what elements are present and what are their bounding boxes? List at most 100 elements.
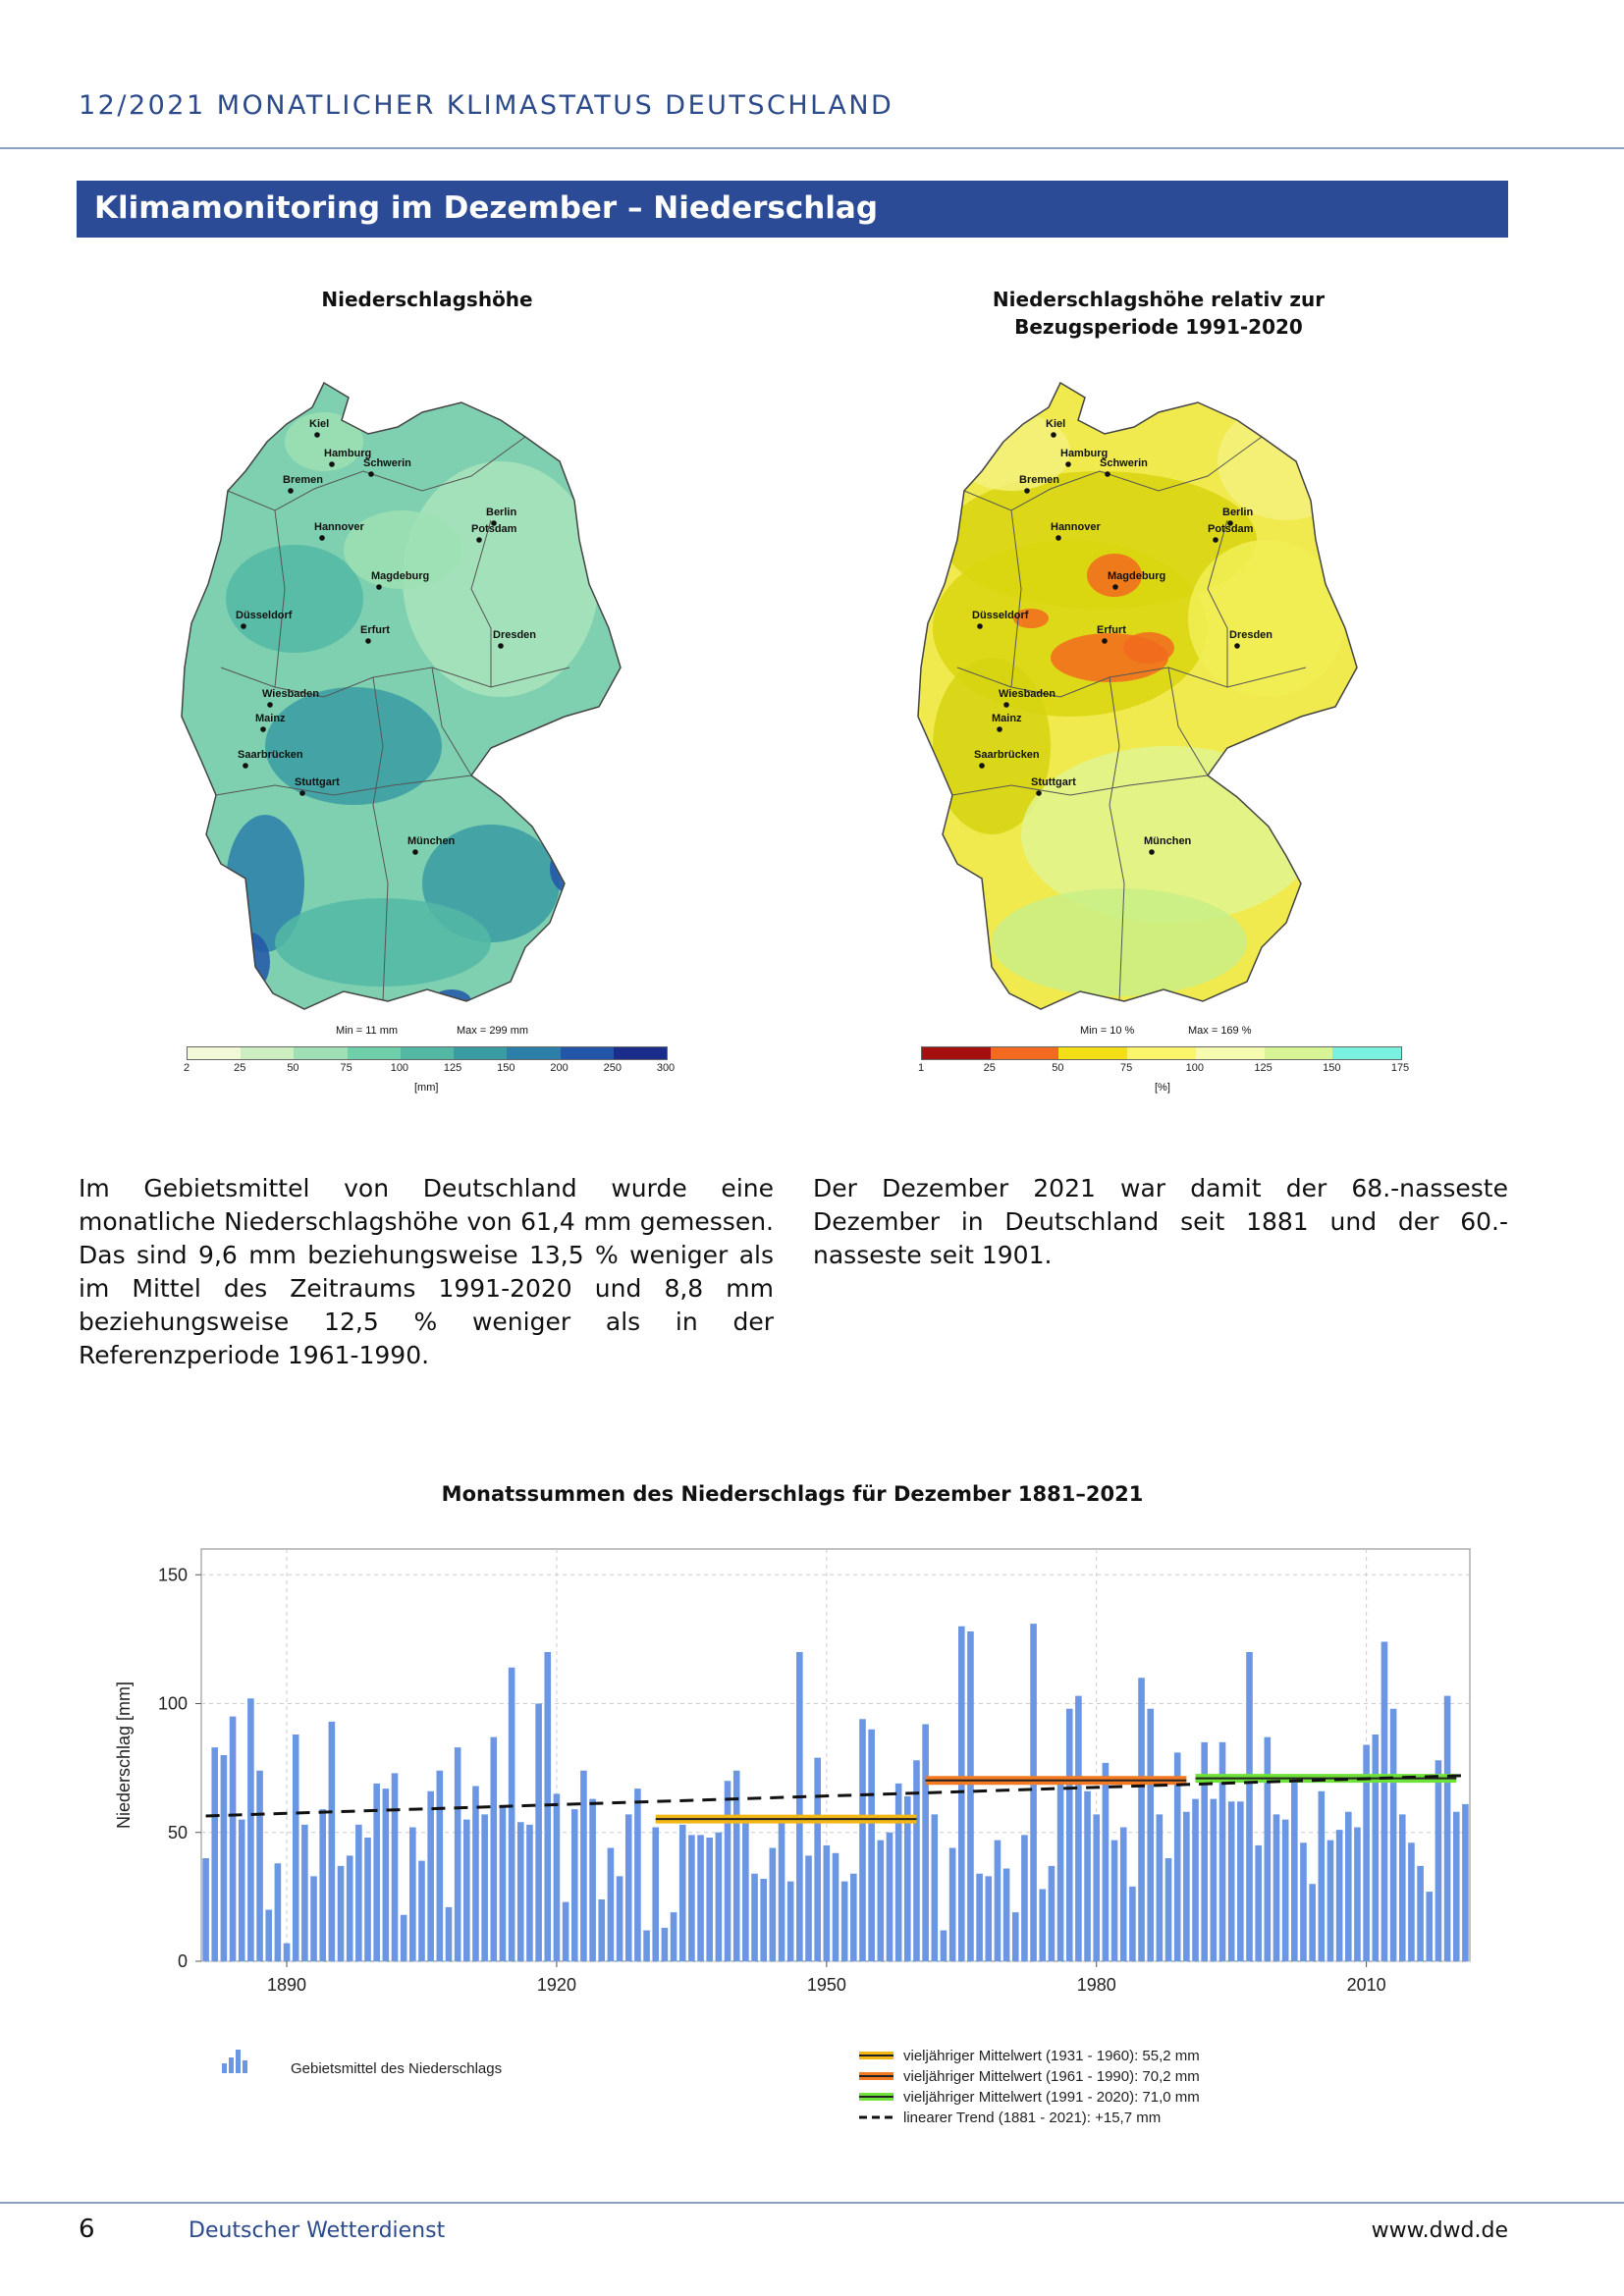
mapl-state-border (215, 774, 472, 796)
bar-1941 (742, 1822, 749, 1961)
mapl-state-border (470, 519, 492, 687)
mapl-city-label: Düsseldorf (236, 610, 293, 621)
map-left-unit: [mm] (414, 1082, 439, 1094)
bar-1978 (1075, 1695, 1082, 1961)
mapl-city-dot (329, 461, 335, 467)
bar-1914 (499, 1806, 507, 1961)
mapr-city-dot (1227, 520, 1233, 526)
bar-1985 (1138, 1678, 1145, 1961)
bar-1973 (1030, 1624, 1037, 1961)
mapr-city-dot (1105, 471, 1110, 477)
map-right-min: Min = 10 % (1080, 1025, 1135, 1037)
colorbar-segment (294, 1047, 348, 1059)
bar-1997 (1246, 1652, 1253, 1961)
chart-title: Monatssummen des Niederschlags für Dezem… (441, 1482, 1144, 1506)
footer-rule (0, 2202, 1624, 2204)
document-header: 12/2021 MONATLICHER KLIMASTATUS DEUTSCHL… (79, 90, 894, 121)
bar-2019 (1443, 1695, 1451, 1961)
mapr-color-region (1013, 609, 1049, 628)
bar-2016 (1417, 1865, 1424, 1961)
mapl-city-label: Berlin (486, 507, 516, 518)
mapr-city-dot (1112, 584, 1118, 590)
bar-1903 (400, 1914, 407, 1961)
bar-1993 (1210, 1798, 1218, 1961)
bar-1885 (238, 1819, 245, 1961)
mapr-city-label: Erfurt (1097, 624, 1126, 636)
mapr-city-dot (1056, 535, 1061, 541)
mapl-city-dot (498, 643, 504, 649)
mapr-city-label: Stuttgart (1031, 776, 1076, 788)
bar-1930 (643, 1930, 650, 1961)
bar-1920 (553, 1793, 561, 1961)
bar-1927 (616, 1876, 623, 1961)
colorbar-tick-label: 100 (1185, 1062, 1205, 1074)
mapl-city-dot (299, 790, 305, 796)
bar-1995 (1227, 1801, 1235, 1961)
mapl-city-dot (260, 726, 266, 732)
colorbar-tick-label: 150 (1323, 1062, 1341, 1074)
bar-2018 (1435, 1760, 1442, 1961)
bar-1886 (247, 1698, 254, 1961)
mapr-color-region (1087, 554, 1142, 597)
mapl-city-label: Saarbrücken (238, 749, 303, 761)
mapr-city-dot (1213, 537, 1218, 543)
bar-2009 (1354, 1827, 1361, 1961)
precipitation-bar-chart: 1890 1920 1950 1980 2010 0 50 100 150 Niederschla… (114, 1548, 1471, 2126)
mapl-city-label: Hannover (314, 521, 364, 533)
map-left-colorbar-ticks: 2 25 50 75 100 125 150 200 250 300 (184, 1062, 675, 1078)
mapl-color-region (231, 933, 270, 991)
bar-1943 (760, 1879, 767, 1961)
colorbar-tick-label: 75 (340, 1062, 352, 1074)
mapr-city-label: Magdeburg (1108, 570, 1165, 582)
bar-1952 (840, 1881, 848, 1961)
colorbar-tick-label: 50 (1052, 1062, 1064, 1074)
x-tick-label: 1980 (1077, 1975, 1116, 1995)
bar-1960 (913, 1760, 920, 1961)
bar-1949 (814, 1757, 821, 1961)
mapr-city-label: Bremen (1019, 474, 1059, 486)
mapl-color-region (403, 461, 599, 697)
colorbar-segment (1332, 1047, 1402, 1059)
mapl-state-border (274, 509, 286, 688)
mapl-city-label: Hamburg (324, 448, 371, 459)
bar-1926 (607, 1847, 615, 1961)
bar-1944 (769, 1847, 777, 1961)
mapr-city-dot (1149, 849, 1155, 855)
bar-1900 (373, 1783, 380, 1961)
bar-1967 (976, 1873, 983, 1961)
bar-1921 (562, 1901, 569, 1961)
colorbar-segment (1058, 1047, 1128, 1059)
colorbar-tick-label: 25 (234, 1062, 246, 1074)
bar-1937 (706, 1838, 714, 1961)
bar-1923 (580, 1770, 587, 1961)
mapl-city-label: Wiesbaden (262, 688, 319, 700)
mapr-city-label: Hannover (1051, 521, 1101, 533)
map-left-title: Niederschlagshöhe (321, 288, 533, 311)
bar-2000 (1272, 1814, 1280, 1961)
mapr-city-label: München (1144, 835, 1192, 847)
bar-1928 (624, 1814, 632, 1961)
mapl-color-region (344, 510, 461, 589)
footer-url: www.dwd.de (1371, 2218, 1508, 2243)
mapr-country-border (917, 381, 1358, 1010)
mapr-city-label: Dresden (1229, 629, 1272, 641)
bar-1996 (1237, 1801, 1244, 1961)
bar-1968 (985, 1876, 993, 1961)
colorbar-segment (188, 1047, 242, 1059)
bar-1972 (1021, 1835, 1028, 1961)
bar-1982 (1110, 1840, 1118, 1961)
mapl-city-label: Schwerin (363, 457, 411, 469)
bar-1942 (751, 1873, 758, 1961)
bar-1975 (1048, 1865, 1056, 1961)
bar-2005 (1318, 1790, 1326, 1961)
mapl-color-region (550, 844, 589, 893)
bar-2007 (1335, 1830, 1343, 1961)
bar-1882 (211, 1747, 219, 1961)
bar-1894 (319, 1809, 327, 1961)
bar-1906 (427, 1790, 434, 1961)
bar-1969 (994, 1840, 1001, 1961)
bar-1931 (652, 1827, 660, 1961)
colorbar-segment (560, 1047, 614, 1059)
